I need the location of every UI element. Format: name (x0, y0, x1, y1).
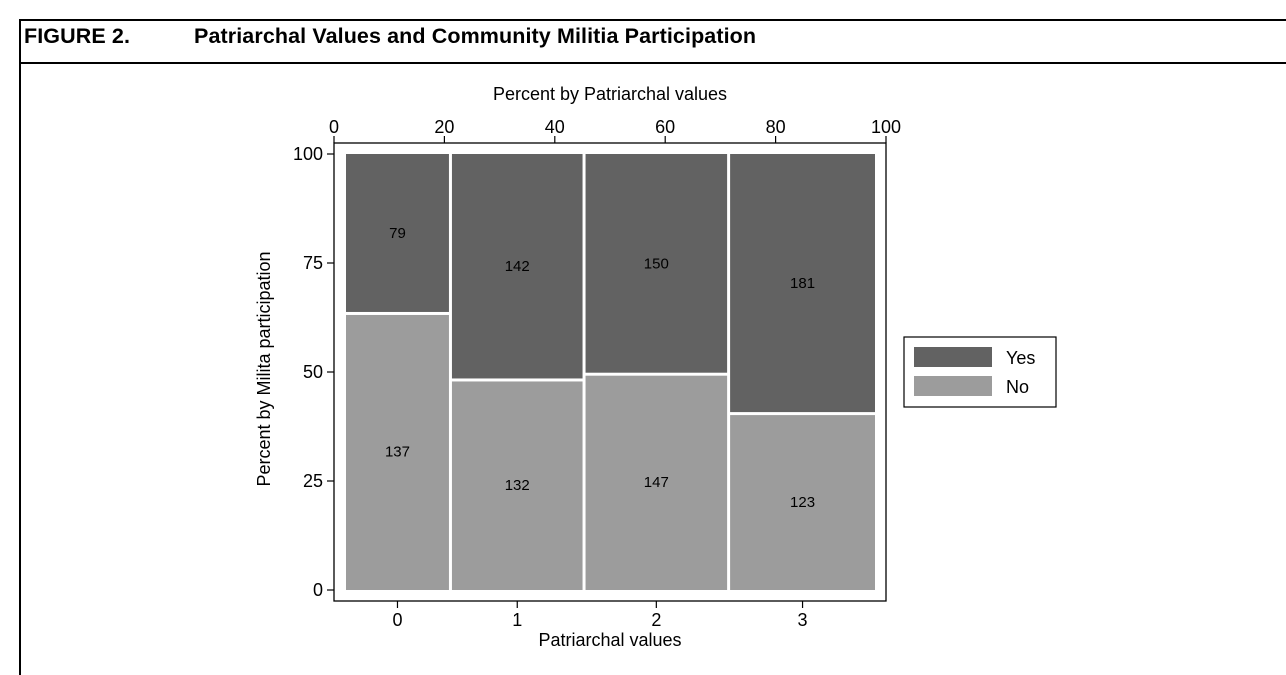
legend-label-no: No (1006, 377, 1029, 397)
cell-yes-1 (451, 154, 583, 379)
y-axis-title: Percent by Milita participation (254, 251, 274, 486)
title-rule (19, 62, 1286, 64)
top-tick-label: 80 (766, 117, 786, 137)
cell-label-no-3: 123 (790, 494, 815, 511)
figure-title-text: Patriarchal Values and Community Militia… (194, 24, 757, 48)
legend-swatch-yes (914, 347, 992, 367)
cell-no-0 (346, 314, 449, 590)
top-axis-title: Percent by Patriarchal values (493, 84, 727, 104)
mosaic-cells (346, 154, 875, 590)
cell-label-yes-3: 181 (790, 275, 815, 292)
cell-yes-2 (585, 154, 728, 373)
cell-label-no-0: 137 (385, 444, 410, 461)
y-tick-label: 50 (303, 362, 323, 382)
y-tick-label: 100 (293, 144, 323, 164)
top-tick-label: 40 (545, 117, 565, 137)
top-tick-label: 60 (655, 117, 675, 137)
figure-number: FIGURE 2. (24, 24, 131, 48)
y-tick-label: 75 (303, 253, 323, 273)
figure-frame (19, 19, 1286, 675)
figure-title: FIGURE 2. Patriarchal Values and Communit… (24, 24, 756, 49)
cell-labels: 79 137 142 132 150 147 181 123 (385, 225, 815, 511)
cell-yes-0 (346, 154, 449, 312)
cell-yes-3 (730, 154, 875, 413)
top-tick-label: 20 (434, 117, 454, 137)
x-tick-label: 1 (512, 610, 522, 630)
top-tick-label: 100 (871, 117, 901, 137)
y-tick-label: 0 (313, 580, 323, 600)
legend-label-yes: Yes (1006, 348, 1035, 368)
legend: Yes No (903, 336, 1057, 408)
legend-swatch-no (914, 376, 992, 396)
x-tick-label: 3 (798, 610, 808, 630)
cell-label-no-2: 147 (644, 474, 669, 491)
cell-no-3 (730, 415, 875, 590)
cell-label-yes-0: 79 (389, 225, 406, 242)
x-tick-label: 0 (392, 610, 402, 630)
cell-no-2 (585, 375, 728, 590)
cell-label-yes-1: 142 (505, 258, 530, 275)
x-axis-title: Patriarchal values (538, 630, 681, 650)
y-tick-label: 25 (303, 471, 323, 491)
cell-no-1 (451, 381, 583, 590)
top-tick-label: 0 (329, 117, 339, 137)
cell-label-no-1: 132 (505, 477, 530, 494)
x-tick-label: 2 (651, 610, 661, 630)
cell-label-yes-2: 150 (644, 255, 669, 272)
